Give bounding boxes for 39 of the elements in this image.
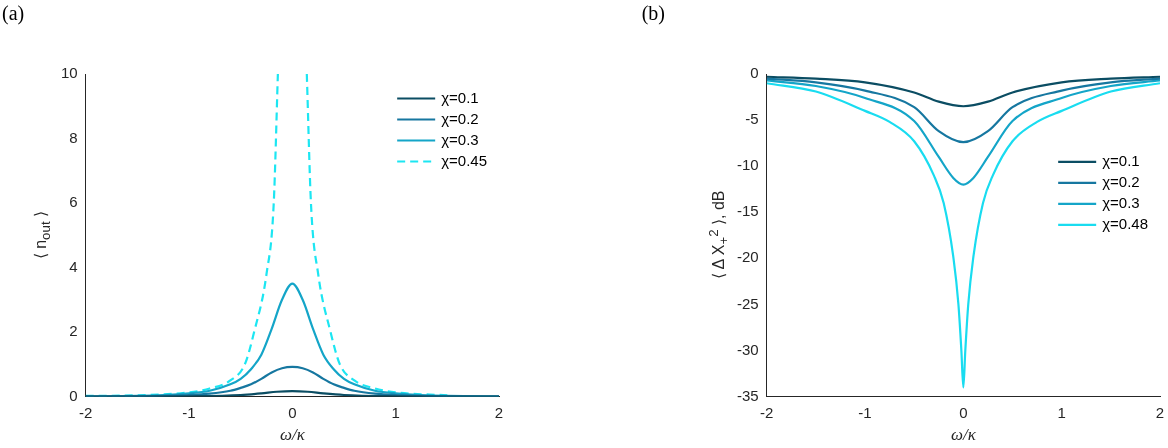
y-tick-label: -10 xyxy=(736,156,759,174)
legend-label: χ=0.3 xyxy=(441,130,479,148)
x-tick-label: -2 xyxy=(79,403,93,421)
y-tick-label: -20 xyxy=(736,248,759,266)
x-tick-label: 0 xyxy=(288,403,297,421)
y-tick-label: 10 xyxy=(61,64,78,82)
y-tick-label: -15 xyxy=(736,202,759,220)
x-tick-label: -2 xyxy=(760,403,774,421)
legend-label: χ=0.1 xyxy=(1102,152,1140,170)
y-tick-label: -35 xyxy=(736,386,759,404)
x-tick-label: 0 xyxy=(959,403,968,421)
legend-label: χ=0.3 xyxy=(1102,194,1140,212)
chart-title: (a) xyxy=(2,2,25,25)
x-tick-label: -1 xyxy=(858,403,872,421)
y-tick-label: 6 xyxy=(69,193,78,211)
y-tick-label: 8 xyxy=(69,128,78,146)
line-series xyxy=(766,75,1160,108)
legend-label: χ=0.45 xyxy=(441,151,487,169)
y-tick-label: -5 xyxy=(745,110,759,128)
x-tick-label: 1 xyxy=(391,403,400,421)
line-series xyxy=(766,77,1160,144)
x-axis-title: ω/κ xyxy=(950,425,977,445)
x-axis-title: ω/κ xyxy=(279,425,306,445)
x-tick-label: 1 xyxy=(1057,403,1066,421)
legend-label: χ=0.2 xyxy=(441,109,479,127)
y-tick-label: -30 xyxy=(736,340,759,358)
y-tick-label: 2 xyxy=(69,322,78,340)
x-tick-label: -1 xyxy=(182,403,196,421)
x-tick-label: 2 xyxy=(1155,403,1165,421)
legend-label: χ=0.1 xyxy=(441,88,479,106)
y-tick-label: 0 xyxy=(750,64,759,82)
y-tick-label: 4 xyxy=(69,257,78,275)
legend-label: χ=0.48 xyxy=(1102,215,1148,233)
line-series xyxy=(766,82,1160,389)
chart-title: (b) xyxy=(641,2,665,25)
y-tick-label: -25 xyxy=(736,294,759,312)
legend-label: χ=0.2 xyxy=(1102,173,1140,191)
y-tick-label: 0 xyxy=(69,386,78,404)
x-tick-label: 2 xyxy=(494,403,504,421)
